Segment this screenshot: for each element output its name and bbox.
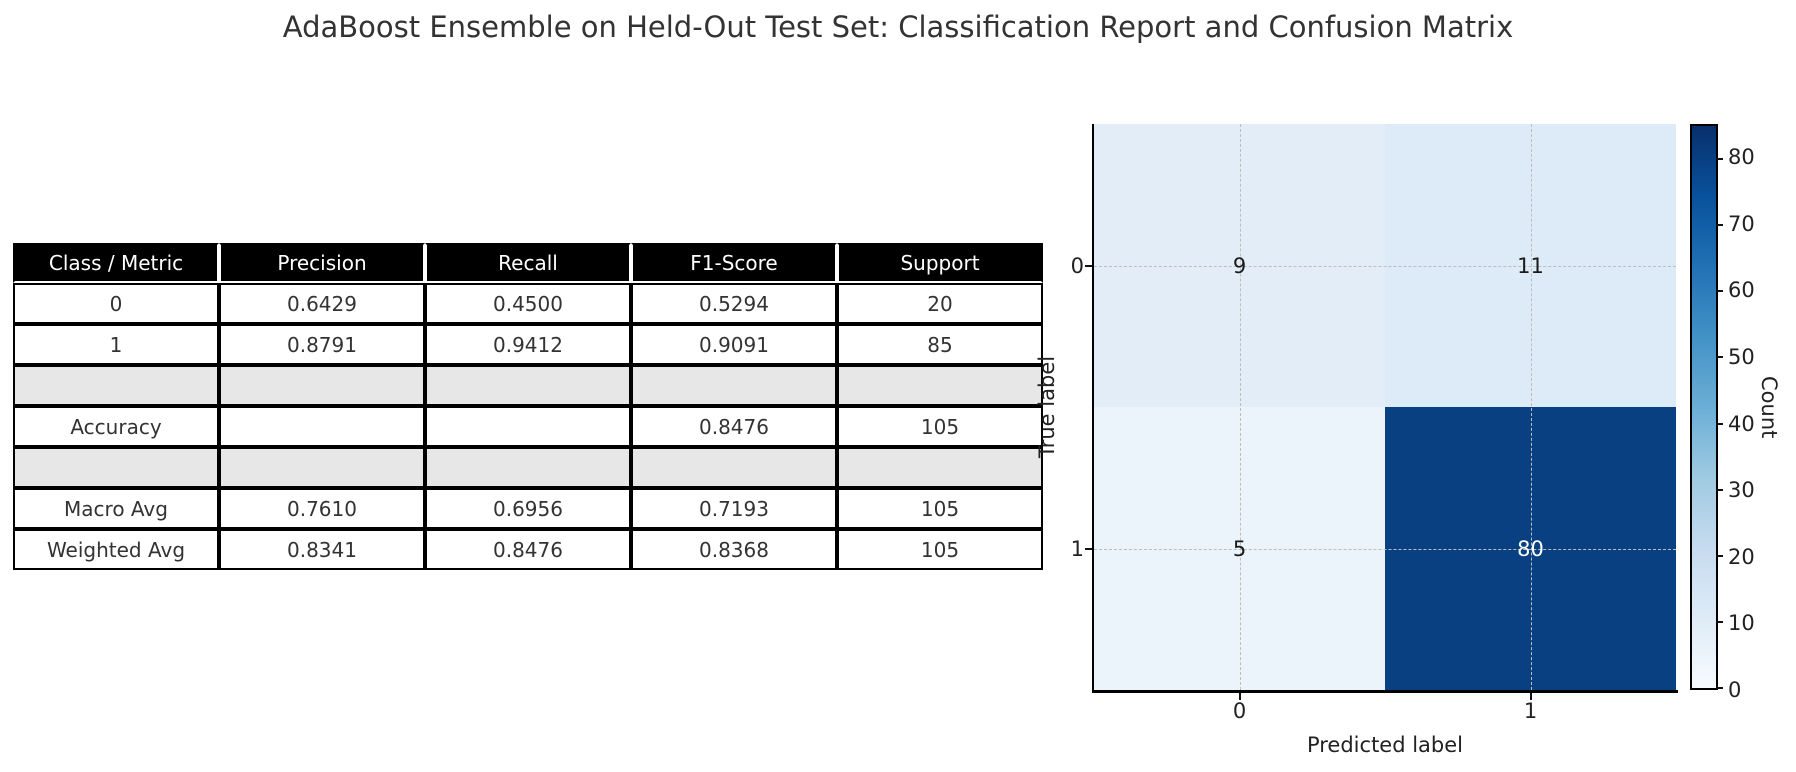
table-cell: 0.8476 [631,406,837,447]
colorbar-tick-label: 60 [1728,278,1755,303]
table-cell: Weighted Avg [13,529,219,570]
table-cell: 0.8791 [219,324,425,365]
gridline-vertical [1239,124,1241,690]
table-cell [219,447,425,488]
table-cell: 0.8368 [631,529,837,570]
table-cell: 0.7610 [219,488,425,529]
table-cell: 0.6956 [425,488,631,529]
gridline-horizontal [1094,548,1676,550]
y-axis-spine [1092,124,1094,693]
figure-title: AdaBoost Ensemble on Held-Out Test Set: … [282,10,1514,44]
table-cell: 85 [837,324,1043,365]
table-cell [837,447,1043,488]
x-axis-spine [1092,690,1678,693]
gridline-vertical [1530,124,1532,690]
x-tick-mark [1529,693,1532,700]
table-cell: Accuracy [13,406,219,447]
table-cell: Macro Avg [13,488,219,529]
table-cell: 0.4500 [425,283,631,324]
y-tick-label: 0 [1070,253,1084,278]
table-cell: 0 [13,283,219,324]
table-cell: 105 [837,529,1043,570]
column-header: F1-Score [631,243,837,283]
cell-value: 5 [1232,536,1247,561]
column-header: Recall [425,243,631,283]
colorbar-label: Count [1757,375,1781,439]
table-row: Weighted Avg 0.8341 0.8476 0.8368 105 [13,529,1043,570]
cell-value: 11 [1517,253,1544,278]
table-row: Macro Avg 0.7610 0.6956 0.7193 105 [13,488,1043,529]
colorbar-tick-mark [1716,488,1723,491]
table-row [13,447,1043,488]
y-tick-mark [1085,547,1092,550]
x-axis-label: Predicted label [1306,733,1464,757]
colorbar-tick-label: 80 [1728,145,1755,170]
confusion-matrix-plot: 9 11 5 80 [1094,124,1676,690]
report-body: 0 0.6429 0.4500 0.5294 20 1 0.8791 0.9412 0.9091… [13,283,1043,570]
x-tick-label: 0 [1232,699,1247,723]
table-cell [219,365,425,406]
table-cell: 0.8341 [219,529,425,570]
x-tick-label: 1 [1523,699,1538,723]
table-row: 0 0.6429 0.4500 0.5294 20 [13,283,1043,324]
cell-value: 80 [1517,536,1544,561]
cell-value: 9 [1232,253,1247,278]
colorbar-tick-label: 10 [1728,611,1755,636]
colorbar-tick-label: 30 [1728,478,1755,503]
colorbar-tick-mark [1716,290,1723,293]
colorbar-tick-label: 20 [1728,544,1755,569]
colorbar-tick-mark [1716,224,1723,227]
table-cell [13,447,219,488]
table-cell: 105 [837,406,1043,447]
table-row: Accuracy 0.8476 105 [13,406,1043,447]
colorbar-tick-mark [1716,422,1723,425]
y-tick-label: 1 [1070,536,1084,561]
table-cell [219,406,425,447]
table-cell: 0.5294 [631,283,837,324]
table-cell: 0.9091 [631,324,837,365]
x-tick-mark [1238,693,1241,700]
table-cell [425,365,631,406]
colorbar-tick-mark [1716,158,1723,161]
column-header: Precision [219,243,425,283]
table-cell: 0.8476 [425,529,631,570]
colorbar-tick-label: 40 [1728,411,1755,436]
colorbar-tick-mark [1716,687,1723,689]
colorbar [1690,124,1723,690]
table-cell [425,447,631,488]
table-row [13,365,1043,406]
table-cell: 0.9412 [425,324,631,365]
colorbar-tick-label: 50 [1728,345,1755,370]
table-cell [631,365,837,406]
header-row: Class / Metric Precision Recall F1-Score Sup… [13,243,1043,283]
table-cell: 1 [13,324,219,365]
gridline-horizontal [1094,265,1676,267]
colorbar-tick-mark [1716,554,1723,557]
table-cell [425,406,631,447]
report-header: Class / Metric Precision Recall F1-Score Sup… [13,243,1043,283]
colorbar-tick-label: 0 [1728,678,1742,702]
y-axis-label: True label [1035,355,1059,459]
table-cell: 105 [837,488,1043,529]
table-row: 1 0.8791 0.9412 0.9091 85 [13,324,1043,365]
table-cell [631,447,837,488]
column-header: Support [837,243,1043,283]
table-cell: 20 [837,283,1043,324]
colorbar-tick-mark [1716,620,1723,623]
table-cell [13,365,219,406]
colorbar-tick-mark [1716,356,1723,359]
classification-report-table: Class / Metric Precision Recall F1-Score Sup… [13,243,1043,570]
colorbar-tick-label: 70 [1728,211,1755,236]
column-header: Class / Metric [13,243,219,283]
table-cell [837,365,1043,406]
table-cell: 0.6429 [219,283,425,324]
table-cell: 0.7193 [631,488,837,529]
y-tick-mark [1085,264,1092,267]
